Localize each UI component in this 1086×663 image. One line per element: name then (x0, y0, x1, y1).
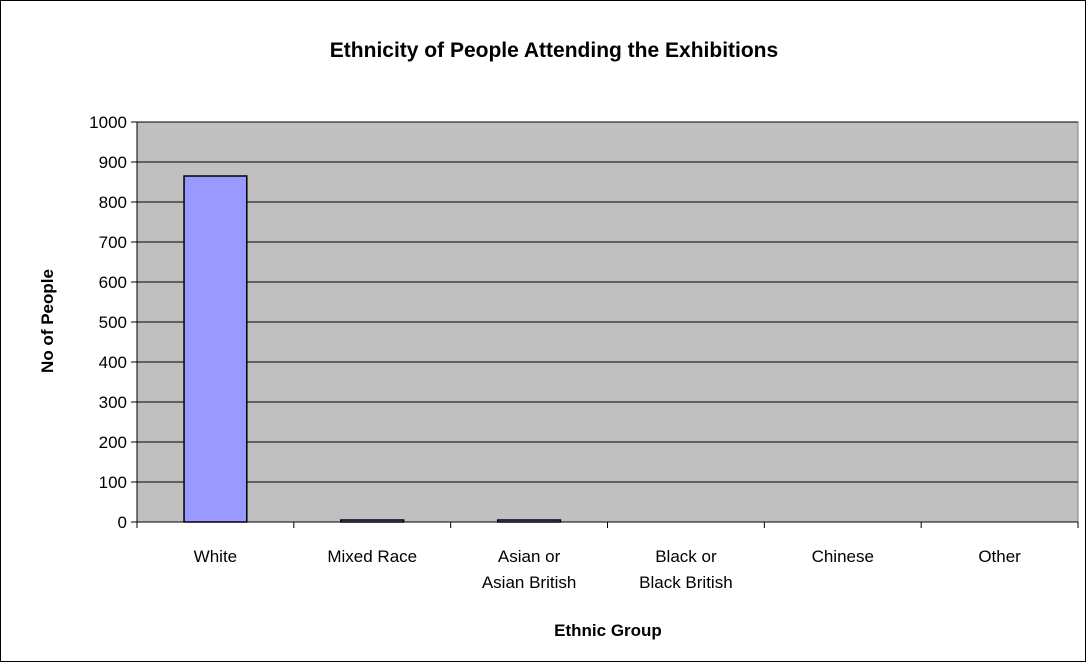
y-tick-label: 800 (99, 193, 127, 212)
y-tick-label: 500 (99, 313, 127, 332)
y-tick-label: 900 (99, 153, 127, 172)
x-tick-label: Asian British (482, 573, 576, 592)
chart-title: Ethnicity of People Attending the Exhibi… (330, 39, 778, 62)
plot-area: 0 100 200 300 400 500 600 700 800 900 1000 White Mix… (89, 113, 1079, 592)
x-tick-label: Black British (639, 573, 733, 592)
y-tick-label: 1000 (89, 113, 127, 132)
y-tick-label: 100 (99, 473, 127, 492)
y-tick-label: 600 (99, 273, 127, 292)
bar-mixed-race (340, 519, 405, 523)
y-tick-label: 200 (99, 433, 127, 452)
y-tick-label: 300 (99, 393, 127, 412)
y-axis-title: No of People (38, 269, 57, 373)
x-tick-label: White (194, 547, 237, 566)
y-tick-label: 0 (118, 513, 127, 532)
x-tick-label: Asian or (498, 547, 561, 566)
x-tick-label: Other (978, 547, 1021, 566)
bar-white (183, 175, 248, 523)
y-tick-label: 700 (99, 233, 127, 252)
x-tick-label: Mixed Race (327, 547, 417, 566)
x-tick-label: Chinese (812, 547, 874, 566)
x-axis-title: Ethnic Group (554, 621, 662, 640)
y-tick-label: 400 (99, 353, 127, 372)
bar-asian-or-asian-british (496, 519, 562, 523)
x-tick-label: Black or (655, 547, 717, 566)
